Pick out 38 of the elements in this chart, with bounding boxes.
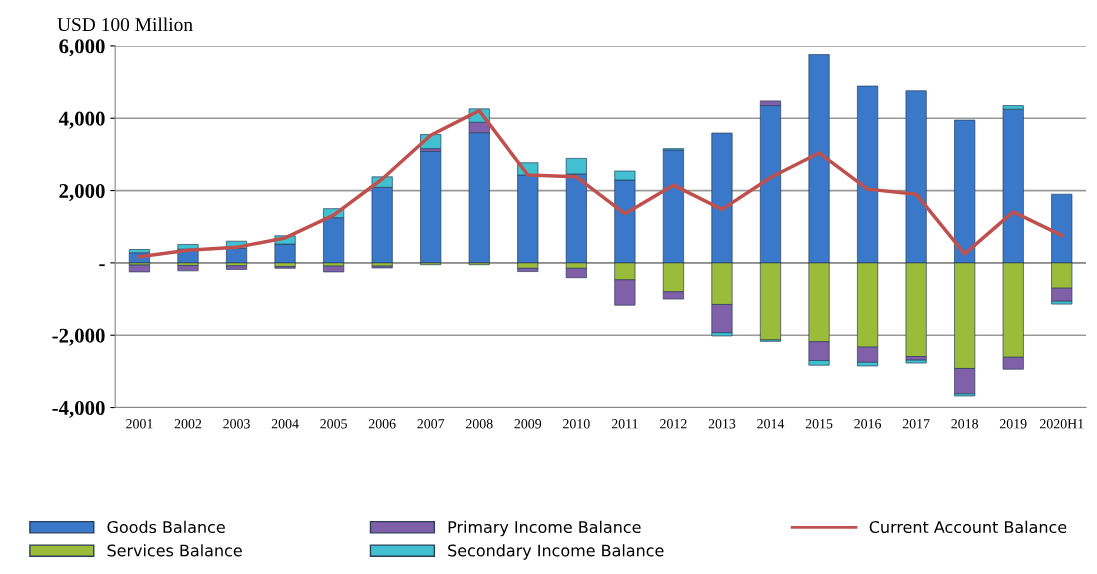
x-tick-label: 2009 — [514, 419, 542, 429]
x-tick-label: 2015 — [805, 419, 833, 429]
x-tick-label: 2020H1 — [1039, 419, 1084, 429]
x-tick-label: 2002 — [174, 419, 202, 429]
x-tick-label: 2001 — [126, 419, 153, 429]
y-tick-label: - — [99, 264, 105, 267]
bar — [177, 265, 199, 272]
x-tick-label: 2011 — [611, 419, 638, 429]
bar — [128, 264, 150, 273]
x-tick-label: 2012 — [660, 419, 687, 429]
y-tick-label: 6,000 — [59, 39, 105, 57]
x-tick-label: 2006 — [368, 419, 396, 429]
y-tick-label: -2,000 — [52, 328, 105, 346]
x-tick-label: 2003 — [223, 419, 250, 429]
x-tick-label: 2013 — [708, 419, 736, 429]
x-tick-label: 2018 — [951, 419, 979, 429]
legend-label: Secondary Income Balance — [448, 544, 664, 560]
x-tick-label: 2016 — [854, 419, 882, 429]
legend-label: Services Balance — [107, 544, 242, 557]
x-tick-label: 2010 — [563, 419, 590, 429]
x-tick-label: 2007 — [417, 419, 445, 429]
legend-label: Current Account Balance — [869, 520, 1067, 534]
y-tick-label: 4,000 — [58, 111, 105, 129]
x-tick-label: 2005 — [320, 419, 347, 429]
x-tick-label: 2017 — [902, 419, 930, 429]
bar — [420, 151, 442, 264]
legend-label: Goods Balance — [107, 520, 225, 534]
bar — [323, 265, 345, 273]
line-series — [137, 108, 1064, 259]
bar — [177, 244, 199, 250]
y-axis-title: USD 100 Million — [57, 17, 193, 32]
y-tick-label: -4,000 — [52, 400, 105, 418]
y-tick-label: 2,000 — [59, 183, 105, 202]
x-tick-label: 2019 — [999, 419, 1027, 429]
x-tick-label: 2008 — [465, 419, 493, 429]
x-tick-label: 2004 — [271, 419, 299, 429]
legend-label: Primary Income Balance — [448, 520, 641, 537]
x-tick-label: 2014 — [757, 419, 785, 429]
